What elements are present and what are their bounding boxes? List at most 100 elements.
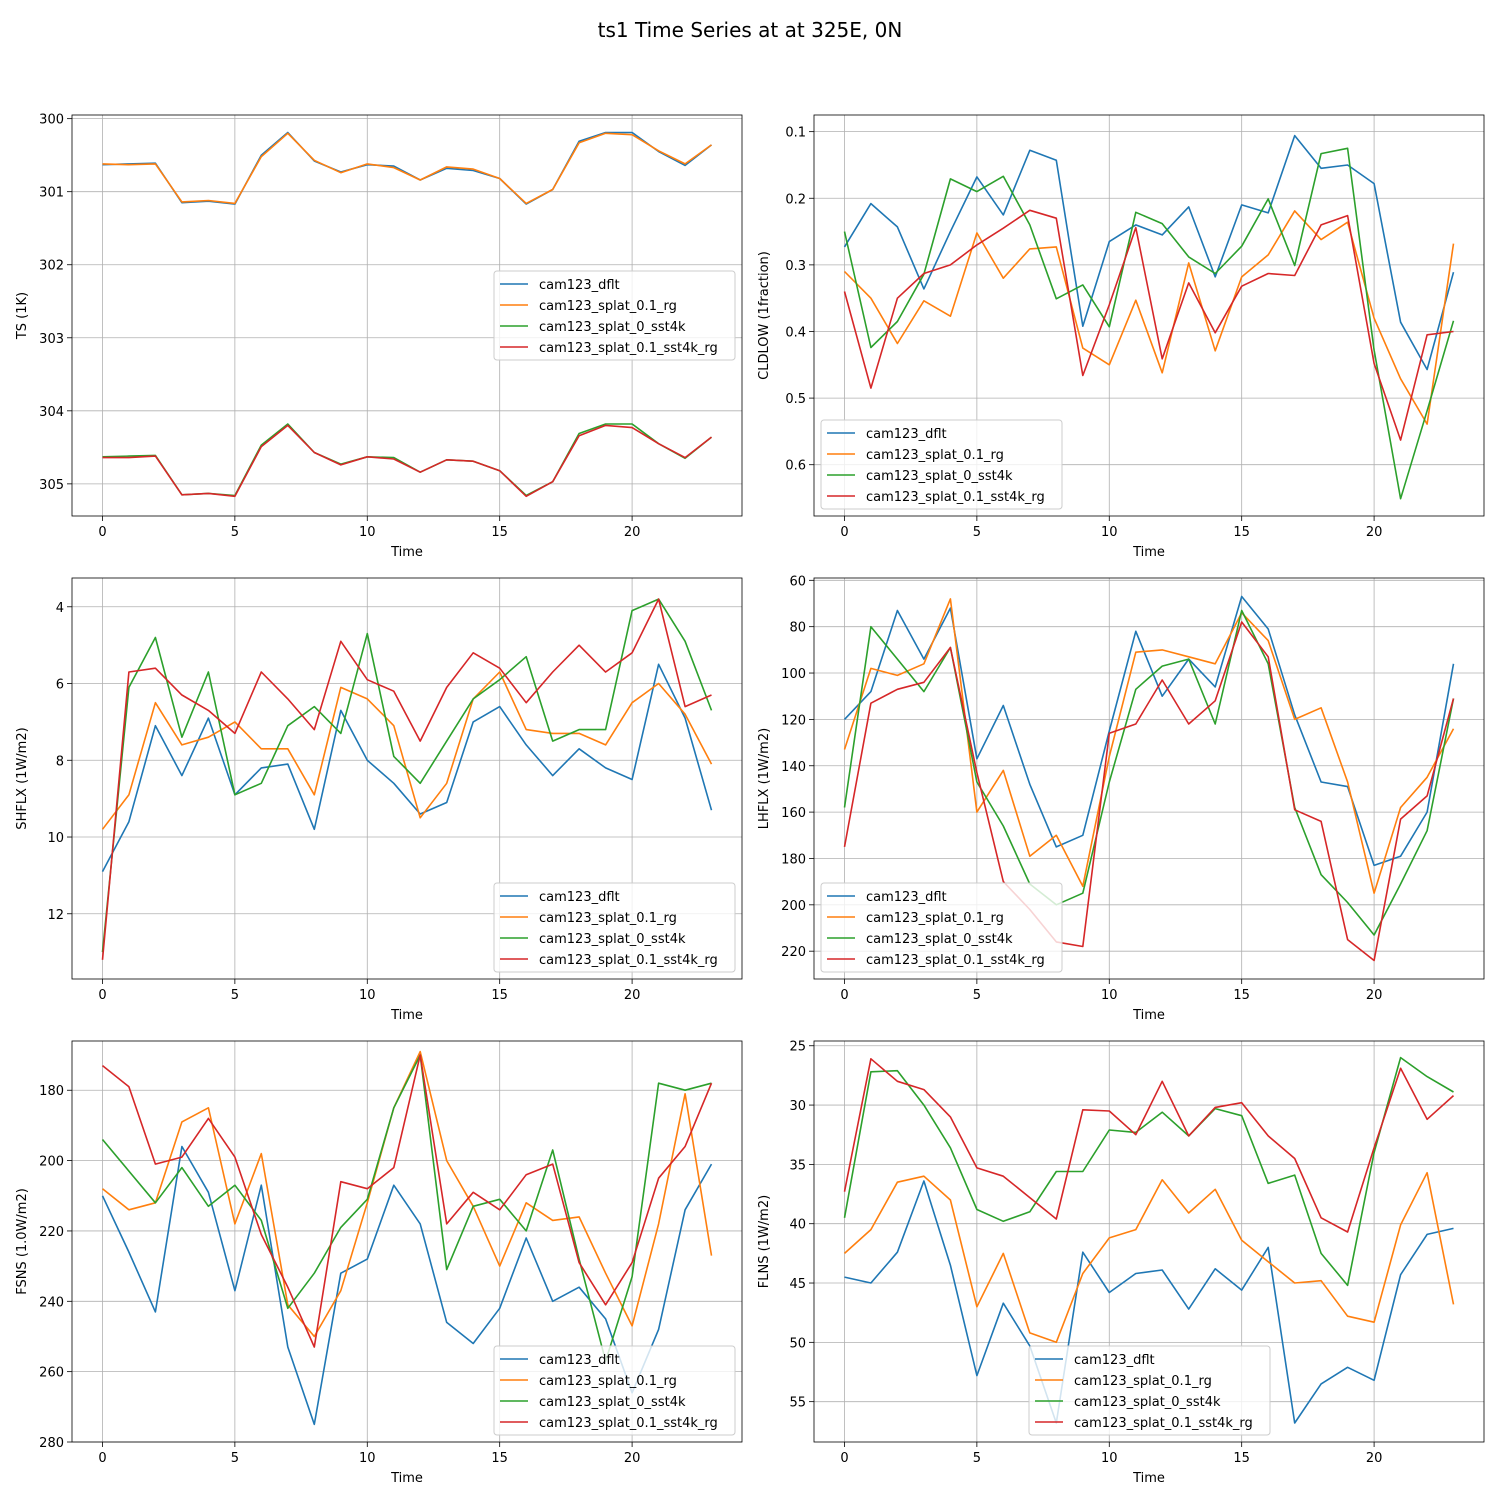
x-tick-label: 10 xyxy=(359,988,376,1003)
y-tick-label: 10 xyxy=(47,831,64,846)
x-tick-label: 0 xyxy=(98,1451,106,1466)
subplot-5: 0 5 10 15 20 180 200 220 240 260 280 Time FSNS (1.0W… xyxy=(15,1040,743,1486)
legend-frame xyxy=(1028,1345,1271,1436)
legend-entry: cam123_splat_0.1_sst4k_rg xyxy=(539,341,718,356)
axes-frame xyxy=(71,1040,743,1443)
x-tick-label: 0 xyxy=(840,1451,848,1466)
y-tick-label: 160 xyxy=(781,806,806,821)
x-tick-label: 5 xyxy=(231,1451,239,1466)
x-tick-label: 15 xyxy=(491,525,508,540)
subplot-2: 0 5 10 15 20 0.1 0.2 0.3 0.4 0.5 0.6 Time CLDLOW (1f… xyxy=(757,114,1485,560)
x-axis-label: Time xyxy=(390,1008,423,1023)
y-tick-label: 0.4 xyxy=(785,325,806,340)
axes-frame xyxy=(813,577,1485,980)
y-tick-label: 100 xyxy=(781,667,806,682)
y-tick-label: 280 xyxy=(39,1436,64,1451)
series-line-cam123_splat_0_sst4k xyxy=(101,1054,712,1362)
legend: cam123_dflt cam123_splat_0.1_rg cam123_spl… xyxy=(820,882,1063,973)
x-tick-label: 20 xyxy=(1366,988,1383,1003)
legend-entry: cam123_dflt xyxy=(866,890,947,905)
series-line-cam123_dflt xyxy=(843,595,1455,867)
legend-frame xyxy=(820,882,1063,973)
y-axis-label: SHFLX (1W/m2) xyxy=(15,727,30,829)
y-tick-label: 140 xyxy=(781,760,806,775)
y-tick-label: 0.1 xyxy=(785,126,806,141)
series-line-cam123_dflt xyxy=(102,131,712,205)
y-tick-label: 45 xyxy=(789,1277,806,1292)
legend-entry: cam123_splat_0_sst4k xyxy=(539,320,686,335)
x-tick-label: 15 xyxy=(1233,525,1250,540)
y-tick-label: 300 xyxy=(39,113,64,128)
legend-entry: cam123_splat_0.1_rg xyxy=(866,448,1004,463)
y-tick-label: 4 xyxy=(56,601,64,616)
x-tick-label: 10 xyxy=(1101,525,1118,540)
y-tick-label: 180 xyxy=(781,852,806,867)
y-tick-label: 303 xyxy=(39,332,64,347)
x-tick-label: 15 xyxy=(1233,1451,1250,1466)
y-axis-label: TS (1K) xyxy=(15,292,30,340)
x-tick-label: 5 xyxy=(231,988,239,1003)
axes-frame xyxy=(813,114,1485,517)
series-line-cam123_splat_0_sst4k xyxy=(843,1056,1454,1287)
legend-entry: cam123_splat_0.1_rg xyxy=(539,299,677,314)
x-tick-label: 10 xyxy=(359,525,376,540)
y-axis-label: FSNS (1.0W/m2) xyxy=(15,1188,30,1295)
y-tick-label: 60 xyxy=(789,574,806,589)
legend-entry: cam123_dflt xyxy=(539,890,620,905)
x-tick-label: 20 xyxy=(624,988,641,1003)
x-tick-label: 10 xyxy=(359,1451,376,1466)
y-axis-label: FLNS (1W/m2) xyxy=(757,1195,772,1288)
y-tick-label: 12 xyxy=(47,908,64,923)
y-tick-label: 25 xyxy=(789,1040,806,1055)
series-line-cam123_splat_0.1_rg xyxy=(843,1171,1455,1344)
y-tick-label: 305 xyxy=(39,478,64,493)
x-tick-label: 20 xyxy=(624,1451,641,1466)
x-tick-label: 5 xyxy=(973,988,981,1003)
series-line-cam123_splat_0.1_sst4k_rg xyxy=(843,1058,1455,1233)
y-tick-label: 302 xyxy=(39,259,64,274)
legend-entry: cam123_splat_0_sst4k xyxy=(866,469,1013,484)
series-line-cam123_splat_0.1_rg xyxy=(101,671,713,830)
x-tick-label: 0 xyxy=(98,525,106,540)
legend-entry: cam123_splat_0.1_sst4k_rg xyxy=(539,1416,718,1431)
series-line-cam123_splat_0.1_sst4k_rg xyxy=(843,209,1454,441)
legend-entry: cam123_splat_0_sst4k xyxy=(539,1395,686,1410)
x-axis-label: Time xyxy=(1132,1471,1165,1486)
x-axis-label: Time xyxy=(390,1471,423,1486)
y-tick-label: 35 xyxy=(789,1158,806,1173)
legend: cam123_dflt cam123_splat_0.1_rg cam123_spl… xyxy=(493,882,736,973)
y-tick-label: 220 xyxy=(39,1225,64,1240)
x-tick-label: 15 xyxy=(491,988,508,1003)
y-tick-label: 301 xyxy=(39,186,64,201)
x-tick-label: 5 xyxy=(973,1451,981,1466)
legend-entry: cam123_splat_0.1_rg xyxy=(866,911,1004,926)
series-line-cam123_splat_0.1_sst4k_rg xyxy=(101,598,712,960)
legend-entry: cam123_splat_0_sst4k xyxy=(1074,1395,1221,1410)
y-tick-label: 304 xyxy=(39,405,64,420)
series-line-cam123_splat_0_sst4k xyxy=(843,147,1455,500)
y-tick-label: 8 xyxy=(56,754,64,769)
x-tick-label: 5 xyxy=(231,525,239,540)
y-axis-label: CLDLOW (1fraction) xyxy=(757,251,772,380)
x-tick-label: 20 xyxy=(1366,525,1383,540)
series-line-cam123_splat_0_sst4k xyxy=(101,598,713,953)
y-tick-label: 260 xyxy=(39,1366,64,1381)
y-tick-label: 120 xyxy=(781,713,806,728)
series-line-cam123_dflt xyxy=(101,1145,713,1426)
series-line-cam123_splat_0.1_rg xyxy=(102,132,712,205)
x-axis-label: Time xyxy=(1132,545,1165,560)
x-tick-label: 20 xyxy=(1366,1451,1383,1466)
axes-frame xyxy=(71,577,743,980)
series-line-cam123_splat_0_sst4k xyxy=(102,423,713,497)
y-tick-label: 0.2 xyxy=(785,192,806,207)
subplot-6: 0 5 10 15 20 25 30 35 40 45 50 55 Time FLNS (1W/m2) ca… xyxy=(757,1040,1485,1486)
series-line-cam123_splat_0.1_sst4k_rg xyxy=(843,621,1455,962)
series-line-cam123_dflt xyxy=(844,1180,1454,1424)
legend-entry: cam123_splat_0_sst4k xyxy=(866,932,1013,947)
y-tick-label: 6 xyxy=(56,678,64,693)
series-line-cam123_dflt xyxy=(101,663,713,872)
x-tick-label: 0 xyxy=(840,988,848,1003)
series-line-cam123_splat_0.1_rg xyxy=(843,210,1455,425)
legend-entry: cam123_splat_0.1_sst4k_rg xyxy=(866,490,1045,505)
